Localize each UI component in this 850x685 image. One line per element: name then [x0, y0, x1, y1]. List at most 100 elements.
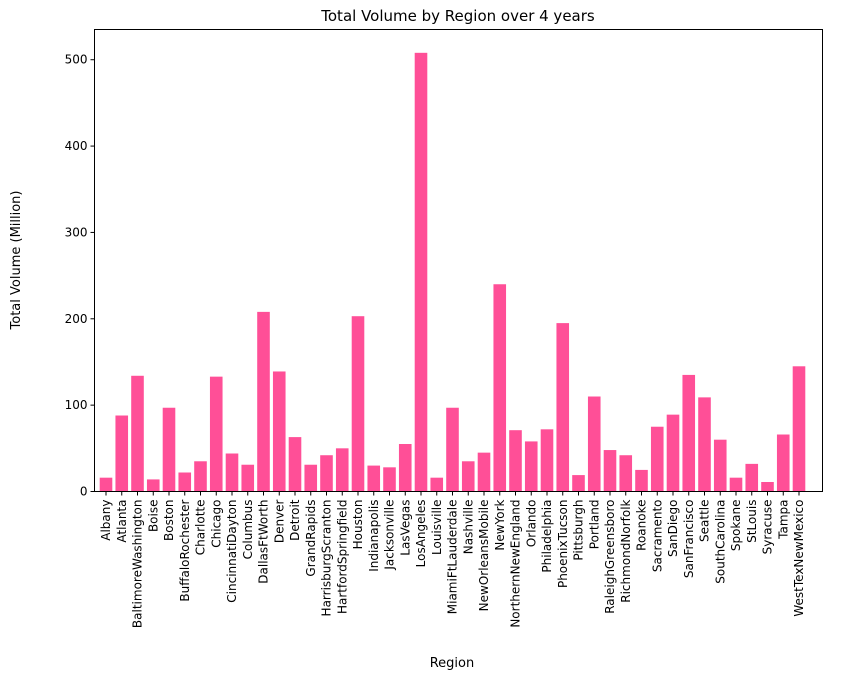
bar-PhoenixTucson [556, 323, 570, 492]
bar-StLouis [745, 463, 759, 492]
x-tick-label: Tampa [776, 500, 790, 540]
bar-NewOrleansMobile [477, 452, 491, 492]
bar-GrandRapids [304, 464, 318, 492]
bar-Orlando [524, 441, 538, 492]
plot-frame [94, 29, 823, 492]
bar-Charlotte [194, 461, 207, 492]
bar-Albany [99, 477, 113, 492]
bar-LasVegas [398, 444, 412, 492]
x-tick-label: Chicago [209, 500, 223, 548]
x-tick-label: Houston [351, 500, 365, 550]
x-tick-label: PhoenixTucson [556, 500, 570, 589]
bar-NorthernNewEngland [509, 430, 522, 492]
x-tick-label: Atlanta [115, 500, 129, 543]
bar-Louisville [430, 477, 444, 492]
x-tick-label: SouthCarolina [713, 500, 727, 584]
bar-Pittsburgh [572, 475, 585, 492]
bar-Tampa [776, 434, 790, 492]
x-tick-label: HartfordSpringfield [335, 500, 349, 615]
x-tick-label: RichmondNorfolk [619, 499, 633, 602]
bar-WestTexNewMexico [792, 366, 806, 492]
y-axis-label: Total Volume (Million) [9, 191, 24, 331]
bar-MiamiFtLauderdale [446, 407, 459, 492]
y-tick-label: 300 [65, 225, 88, 239]
x-tick-label: Boise [146, 500, 160, 533]
bar-HarrisburgScranton [320, 455, 333, 492]
x-tick-label: LosAngeles [414, 500, 428, 568]
x-tick-label: NorthernNewEngland [509, 500, 523, 628]
chart-title: Total Volume by Region over 4 years [320, 7, 595, 25]
x-tick-label: GrandRapids [304, 500, 318, 577]
x-tick-label: Boston [162, 500, 176, 541]
x-tick-label: NewOrleansMobile [477, 500, 491, 612]
bar-SanFrancisco [682, 374, 696, 492]
x-tick-label: BuffaloRochester [178, 499, 192, 601]
bar-Seattle [698, 397, 711, 492]
bar-Detroit [288, 437, 302, 492]
bar-Nashville [461, 461, 475, 492]
bar-Atlanta [115, 415, 129, 492]
x-tick-label: Roanoke [635, 500, 649, 551]
x-tick-label: NewYork [493, 499, 507, 550]
bar-SouthCarolina [713, 439, 727, 492]
bar-Indianapolis [367, 465, 381, 492]
bar-SanDiego [666, 414, 680, 492]
bar-Boston [162, 407, 176, 492]
x-tick-label: Nashville [461, 500, 475, 555]
bar-Syracuse [761, 482, 774, 492]
x-tick-label: HarrisburgScranton [320, 500, 334, 617]
x-tick-label: Portland [587, 500, 601, 550]
bar-Jacksonville [383, 467, 396, 492]
bar-BaltimoreWashington [131, 375, 144, 492]
x-axis-label: Region [430, 656, 475, 671]
bar-RaleighGreensboro [603, 450, 617, 492]
bar-DallasFtWorth [257, 311, 270, 492]
bar-Columbus [241, 464, 255, 492]
x-tick-label: Philadelphia [540, 500, 554, 573]
y-axis: 0 100 200 300 400 500 [65, 53, 95, 499]
y-tick-label: 100 [65, 398, 88, 412]
x-tick-label: SanDiego [666, 500, 680, 558]
x-tick-label: CincinnatiDayton [225, 500, 239, 603]
bar-RichmondNorfolk [619, 455, 633, 492]
x-tick-label: Spokane [729, 500, 743, 552]
x-tick-label: Detroit [288, 499, 302, 541]
bar-NewYork [493, 284, 507, 492]
x-tick-label: Denver [272, 499, 286, 543]
x-tick-label: StLouis [745, 500, 759, 543]
x-tick-label: Orlando [524, 500, 538, 548]
x-tick-label: Charlotte [194, 500, 208, 556]
y-tick-label: 0 [80, 485, 88, 499]
bar-Portland [587, 396, 601, 492]
x-tick-label: Albany [99, 500, 113, 541]
x-tick-label: Indianapolis [367, 500, 381, 572]
bar-Spokane [729, 477, 743, 492]
y-tick-label: 400 [65, 139, 88, 153]
bar-HartfordSpringfield [335, 448, 349, 492]
bar-Denver [272, 371, 286, 492]
x-tick-label: BaltimoreWashington [131, 500, 145, 629]
bar-Houston [351, 316, 365, 492]
x-tick-label: Columbus [241, 500, 255, 560]
bars-group [99, 52, 806, 492]
x-tick-label: Jacksonville [383, 500, 397, 571]
y-tick-label: 500 [65, 53, 88, 67]
x-tick-label: WestTexNewMexico [792, 500, 806, 617]
x-tick-label: Syracuse [761, 500, 775, 555]
bar-Roanoke [635, 469, 648, 492]
bar-CincinnatiDayton [225, 453, 239, 492]
x-axis: Albany Atlanta BaltimoreWashington Boise Bos… [99, 491, 806, 629]
x-tick-label: LasVegas [398, 500, 412, 556]
bar-Sacramento [650, 426, 664, 492]
x-tick-label: Louisville [430, 500, 444, 556]
x-tick-label: Pittsburgh [572, 500, 586, 561]
x-tick-label: DallasFtWorth [257, 500, 271, 584]
x-tick-label: SanFrancisco [682, 500, 696, 579]
bar-LosAngeles [414, 52, 428, 492]
bar-BuffaloRochester [178, 472, 192, 492]
bar-Boise [146, 479, 160, 492]
bar-Philadelphia [540, 429, 554, 492]
y-tick-label: 200 [65, 312, 88, 326]
